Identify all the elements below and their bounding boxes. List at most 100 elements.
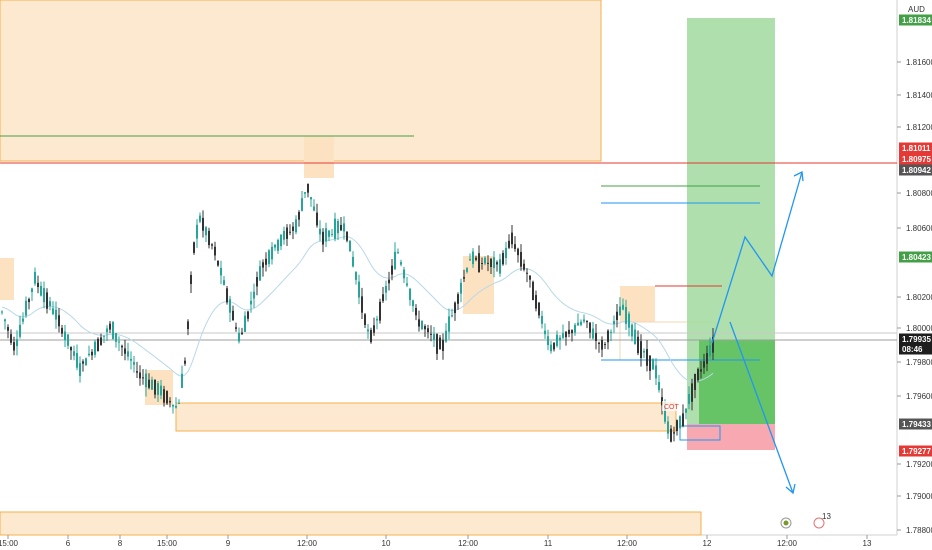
candle-body: [109, 323, 111, 330]
price-tick-label: 1.81200: [906, 123, 932, 132]
candle-body: [619, 306, 621, 316]
cot-label-box[interactable]: [662, 401, 680, 411]
candle-body: [427, 328, 429, 333]
candle-body: [508, 240, 510, 248]
price-tick-label: 1.80800: [906, 189, 932, 198]
candle-body: [349, 240, 351, 252]
candle-body: [292, 226, 294, 231]
candle-body: [337, 221, 339, 234]
price-tag-label: 1.80975: [902, 155, 931, 164]
zone-left-edge[interactable]: [0, 258, 14, 300]
candle-body: [694, 373, 696, 390]
candle-body: [376, 318, 378, 321]
candle-body: [259, 266, 261, 281]
time-tick-label: 12:00: [617, 539, 638, 548]
candle-body: [664, 406, 666, 422]
candle-body: [343, 223, 345, 232]
demand-zone-main[interactable]: [175, 402, 677, 432]
candle-body: [106, 328, 108, 333]
blue-box[interactable]: [679, 425, 721, 441]
projection-down-path[interactable]: [729, 321, 794, 494]
candle-body: [562, 333, 564, 338]
event-badges[interactable]: 13: [780, 512, 831, 529]
candle-body: [46, 292, 48, 309]
candle-body: [130, 358, 132, 361]
candle-body: [433, 333, 435, 341]
candle-body: [199, 215, 201, 222]
candle-body: [688, 393, 690, 404]
candle-body: [355, 272, 357, 280]
candle-body: [499, 259, 501, 274]
candle-body: [586, 321, 588, 323]
price-tag-label: 1.79277: [902, 447, 931, 456]
demand-zone-bottom[interactable]: [0, 511, 702, 536]
price-tick-label: 1.79800: [906, 358, 932, 367]
candle-body: [643, 350, 645, 353]
candle-body: [571, 330, 573, 334]
candle-body: [679, 416, 681, 429]
candle-body: [238, 332, 240, 342]
event-icon-inner: [783, 520, 789, 526]
price-tick-label: 1.80000: [906, 324, 932, 333]
candle-body: [382, 294, 384, 302]
candle-body: [364, 314, 366, 325]
candle-body: [469, 259, 471, 261]
candle-body: [526, 272, 528, 274]
candle-body: [463, 277, 465, 279]
candle-body: [391, 265, 393, 275]
candle-body: [577, 322, 579, 326]
projection-arrows[interactable]: [711, 171, 804, 495]
candle-body: [112, 321, 114, 339]
candle-body: [58, 315, 60, 327]
currency-label[interactable]: AUD: [908, 5, 925, 14]
candle-body: [28, 299, 30, 303]
candle-body: [361, 296, 363, 313]
candle-body: [202, 217, 204, 231]
event-count: 13: [822, 512, 831, 521]
candle-body: [493, 257, 495, 269]
candle-body: [613, 320, 615, 325]
candle-body: [703, 361, 705, 368]
time-tick-label: 6: [66, 539, 71, 548]
price-tick-label: 1.79000: [906, 492, 932, 501]
price-tag: [899, 153, 932, 165]
candle-body: [244, 315, 246, 332]
candle-body: [334, 218, 336, 239]
cot-annotation[interactable]: COT: [664, 404, 680, 411]
candle-body: [7, 327, 9, 331]
projection-up-path[interactable]: [711, 171, 803, 344]
time-tick-label: 12:00: [297, 539, 318, 548]
candle-body: [472, 251, 474, 265]
lines-layer: [0, 135, 897, 441]
candle-body: [628, 313, 630, 328]
candle-body: [478, 253, 480, 273]
candle-body: [532, 281, 534, 301]
candle-body: [187, 321, 189, 330]
candle-body: [676, 420, 678, 432]
supply-zone-top[interactable]: [0, 0, 602, 162]
candle-body: [607, 330, 609, 343]
candle-body: [487, 262, 489, 264]
flag-icon[interactable]: [813, 517, 825, 529]
candle-body: [121, 345, 123, 348]
candle-body: [691, 383, 693, 402]
candle-body: [1, 311, 3, 313]
candle-body: [682, 413, 684, 426]
candle-body: [208, 230, 210, 246]
candle-body: [559, 337, 561, 341]
supply-zone-peak[interactable]: [304, 136, 334, 178]
candle-body: [289, 231, 291, 233]
candles-layer[interactable]: [1, 183, 714, 443]
candle-body: [547, 336, 549, 346]
long-position-tool[interactable]: [687, 18, 775, 450]
stop-zone[interactable]: [687, 424, 775, 450]
candle-body: [88, 353, 90, 356]
candle-body: [97, 338, 99, 352]
candle-body: [712, 336, 714, 353]
price-tag-label: 1.80942: [902, 166, 931, 175]
time-tick-label: 8: [118, 539, 123, 548]
candle-body: [277, 239, 279, 251]
candle-body: [310, 197, 312, 200]
candle-body: [247, 311, 249, 319]
